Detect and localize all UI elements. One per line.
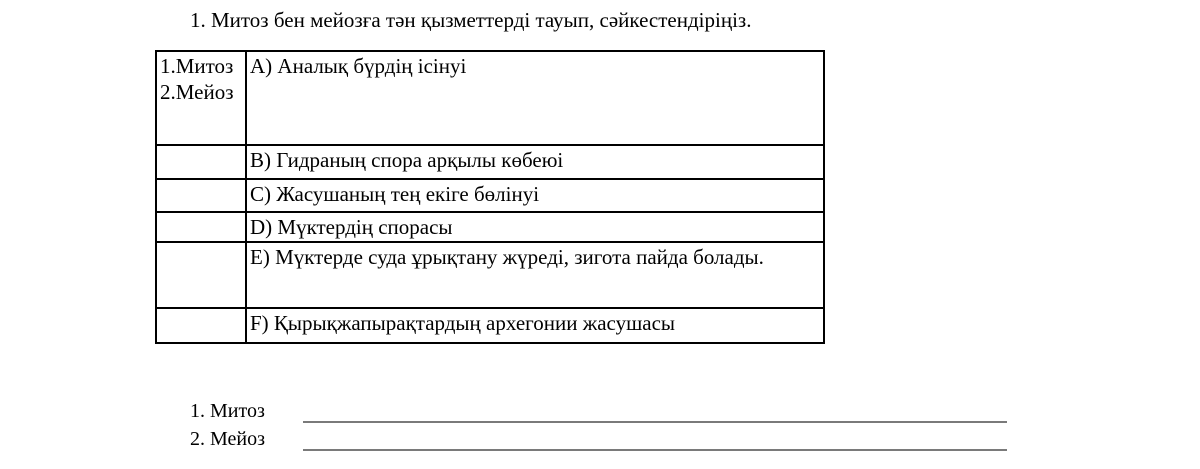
- option-cell-b: B) Гидраның спора арқылы көбеюі: [245, 144, 825, 180]
- left-item-meioz: 2.Мейоз: [160, 80, 234, 105]
- left-item-mitoz: 1.Митоз: [160, 54, 234, 78]
- option-cell-d: D) Мүктердің спорасы: [245, 210, 825, 244]
- answer-label-mitoz: 1. Митоз: [190, 400, 265, 422]
- matching-table: 1.Митоз 2.Мейоз A) Аналық бүрдің ісінуі …: [155, 50, 825, 345]
- table-row: E) Мүктерде суда ұрықтану жүреді, зигота…: [155, 241, 825, 310]
- empty-cell: [155, 144, 247, 180]
- answer-row-meioz: 2. Мейоз: [190, 426, 1007, 451]
- answer-blank-mitoz[interactable]: [303, 396, 1007, 423]
- table-row: 1.Митоз 2.Мейоз A) Аналық бүрдің ісінуі: [155, 50, 825, 146]
- option-cell-c: C) Жасушаның тең екіге бөлінуі: [245, 178, 825, 213]
- option-cell-a: A) Аналық бүрдің ісінуі: [245, 50, 825, 146]
- table-row: D) Мүктердің спорасы: [155, 210, 825, 244]
- answer-label-meioz: 2. Мейоз: [190, 428, 265, 450]
- table-row: F) Қырықжапырақтардың архегонии жасушасы: [155, 307, 825, 345]
- option-cell-e: E) Мүктерде суда ұрықтану жүреді, зигота…: [245, 241, 825, 310]
- table-row: C) Жасушаның тең екіге бөлінуі: [155, 178, 825, 213]
- question-title: 1. Митоз бен мейозға тән қызметтерді тау…: [190, 8, 752, 32]
- answers-section: 1. Митоз 2. Мейоз: [190, 398, 1007, 454]
- answer-blank-meioz[interactable]: [303, 424, 1007, 451]
- empty-cell: [155, 307, 247, 345]
- table-row: B) Гидраның спора арқылы көбеюі: [155, 144, 825, 180]
- answer-row-mitoz: 1. Митоз: [190, 398, 1007, 423]
- empty-cell: [155, 241, 247, 310]
- option-cell-f: F) Қырықжапырақтардың архегонии жасушасы: [245, 307, 825, 345]
- left-header-cell: 1.Митоз 2.Мейоз: [155, 50, 247, 146]
- empty-cell: [155, 178, 247, 213]
- empty-cell: [155, 210, 247, 244]
